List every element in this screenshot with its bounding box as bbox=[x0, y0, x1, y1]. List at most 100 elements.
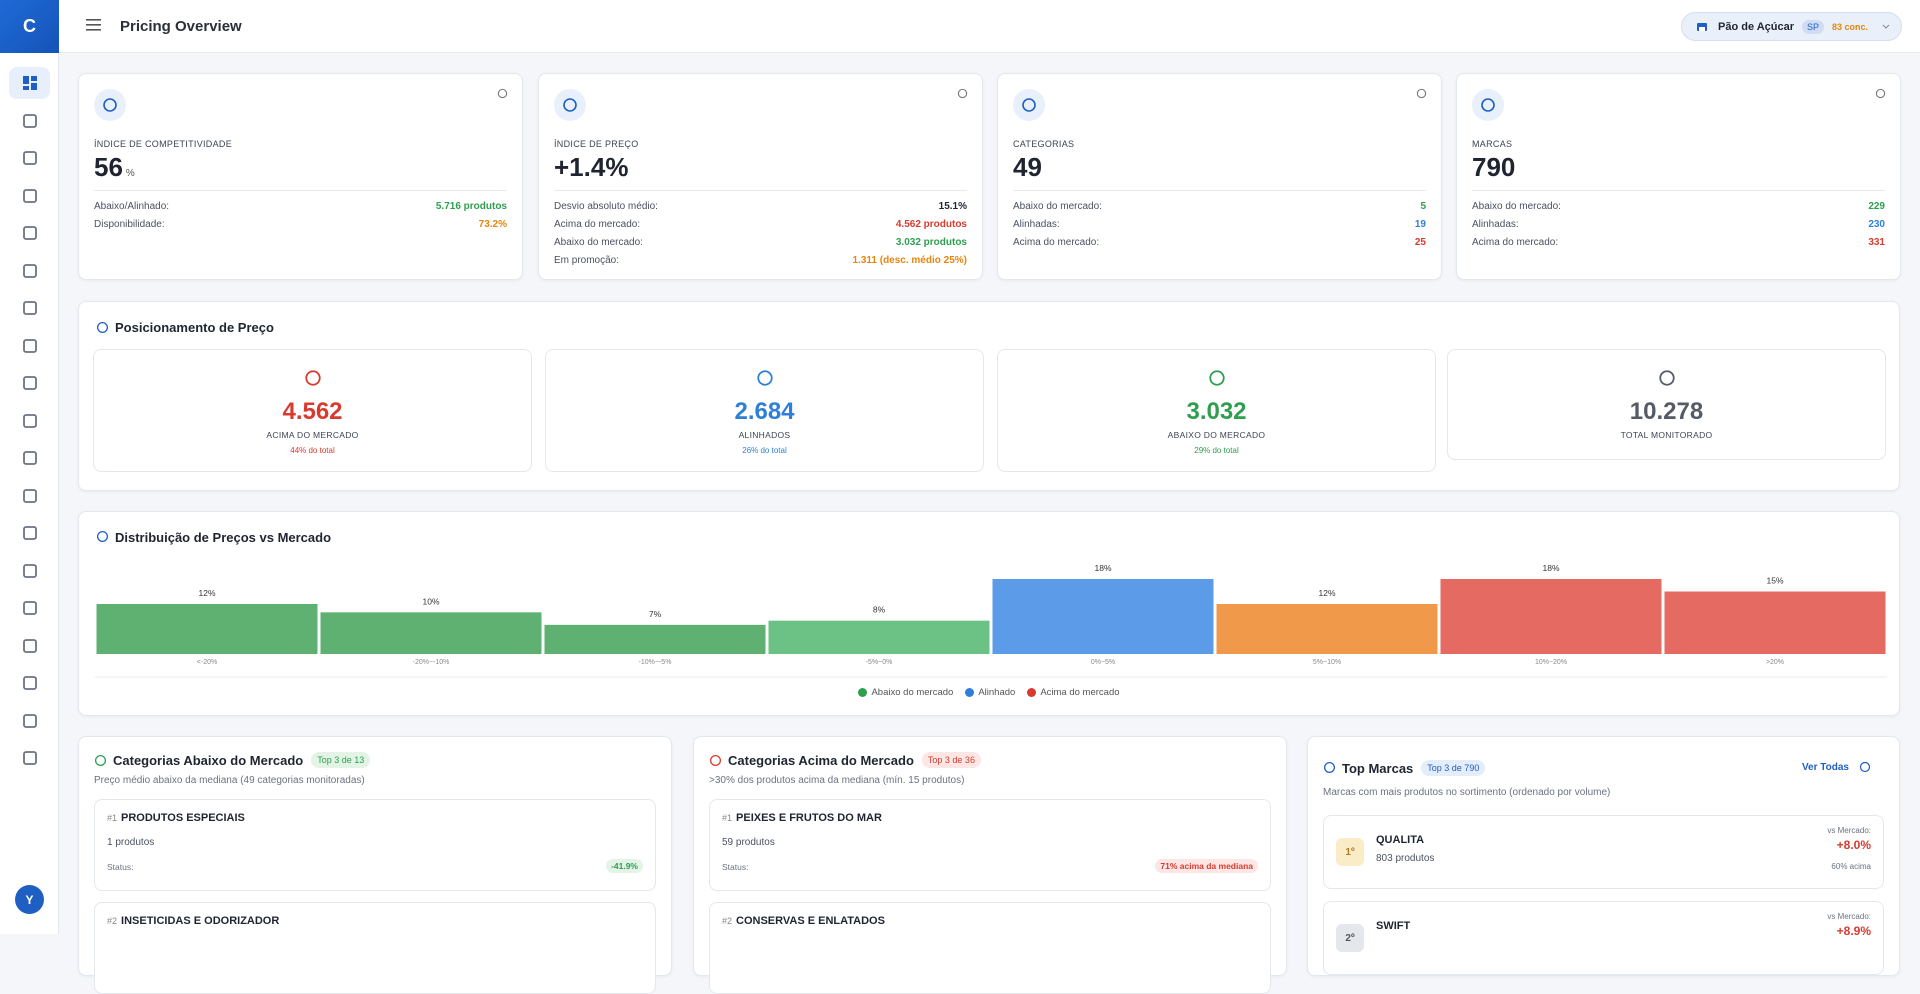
brand-name: SWIFT bbox=[1376, 920, 1411, 932]
nav-icon[interactable] bbox=[22, 188, 38, 204]
item-name: INSETICIDAS E ODORIZADOR bbox=[121, 915, 280, 927]
brand-rank: 2º bbox=[1336, 924, 1364, 952]
icon-shape bbox=[23, 301, 37, 315]
chart-section: Distribuição de Preços vs Mercado 12% <-20… bbox=[78, 511, 1900, 716]
row-label: Acima do mercado: bbox=[1013, 236, 1100, 248]
icon-shape bbox=[305, 370, 321, 386]
icon bbox=[757, 370, 773, 386]
row-label: Acima do mercado: bbox=[1472, 236, 1559, 248]
kpi-value: 56 bbox=[94, 152, 123, 182]
nav-icon[interactable] bbox=[22, 525, 38, 541]
list-item: #2 INSETICIDAS E ODORIZADOR bbox=[94, 902, 656, 994]
nav-icon[interactable] bbox=[22, 713, 38, 729]
position-value: 3.032 bbox=[1186, 398, 1247, 425]
icon bbox=[1022, 98, 1036, 112]
item-name: PEIXES E FRUTOS DO MAR bbox=[736, 812, 882, 824]
position-note: 44% do total bbox=[290, 446, 335, 455]
vs-label: vs Mercado: bbox=[1827, 912, 1871, 921]
logo[interactable]: C bbox=[0, 0, 59, 53]
position-box: 4.562 ACIMA DO MERCADO 44% do total bbox=[93, 349, 532, 472]
nav-icon[interactable] bbox=[22, 488, 38, 504]
bar-label: 18% bbox=[1542, 563, 1559, 573]
row-value: 229 bbox=[1868, 200, 1885, 212]
sidebar bbox=[0, 0, 59, 934]
icon-shape bbox=[23, 451, 37, 465]
row-value: 331 bbox=[1868, 236, 1885, 248]
user-avatar[interactable]: Y bbox=[15, 885, 44, 914]
bar bbox=[992, 579, 1214, 654]
nav-icon[interactable] bbox=[22, 750, 38, 766]
item-head: #1 PRODUTOS ESPECIAIS bbox=[107, 812, 245, 824]
icon-shape bbox=[1659, 370, 1675, 386]
nav-icon[interactable] bbox=[22, 375, 38, 391]
icon-shape bbox=[757, 370, 773, 386]
row-value: 1.311 (desc. médio 25%) bbox=[852, 254, 967, 266]
kpi-row: Abaixo do mercado: 3.032 produtos bbox=[554, 233, 967, 251]
legend-item: Abaixo do mercado bbox=[858, 687, 953, 698]
kpi-value: +1.4% bbox=[554, 152, 629, 182]
position-label: TOTAL MONITORADO bbox=[1620, 430, 1713, 440]
brand-count: 803 produtos bbox=[1376, 853, 1435, 864]
icon-shape bbox=[23, 488, 37, 503]
row-label: Desvio absoluto médio: bbox=[554, 200, 658, 212]
store-name: Pão de Açúcar bbox=[1718, 20, 1795, 33]
icon-shape bbox=[23, 413, 37, 428]
nav-icon[interactable] bbox=[22, 300, 38, 316]
position-value: 10.278 bbox=[1629, 398, 1704, 425]
icon-shape bbox=[1481, 98, 1495, 112]
nav-icon[interactable] bbox=[22, 413, 38, 429]
kpi-card: MARCAS 790 Abaixo do mercado: 229 Alinhadas:… bbox=[1456, 73, 1901, 280]
row-value: 230 bbox=[1868, 218, 1885, 230]
kpi-icon bbox=[1013, 89, 1045, 121]
nav-icon[interactable] bbox=[22, 263, 38, 279]
view-all-link[interactable]: Ver Todas bbox=[1801, 762, 1849, 773]
row-label: Disponibilidade: bbox=[94, 218, 165, 230]
row-value: 5 bbox=[1420, 200, 1426, 212]
icon-shape bbox=[497, 88, 508, 99]
icon-shape bbox=[23, 86, 29, 90]
brand-name: QUALITA bbox=[1376, 834, 1425, 846]
list-badge: Top 3 de 13 bbox=[311, 752, 371, 768]
icon bbox=[1416, 88, 1427, 99]
position-value: 4.562 bbox=[282, 398, 343, 425]
icon-shape bbox=[103, 98, 117, 112]
icon-shape bbox=[23, 601, 37, 615]
kpi-icon bbox=[554, 89, 586, 121]
kpi-value-wrap: 790 bbox=[1472, 152, 1885, 182]
nav-icon[interactable] bbox=[22, 75, 38, 91]
row-label: Acima do mercado: bbox=[554, 218, 641, 230]
icon-shape bbox=[23, 338, 37, 353]
bar bbox=[96, 604, 318, 654]
chart-title: Distribuição de Preços vs Mercado bbox=[115, 530, 332, 545]
nav-icon[interactable] bbox=[22, 563, 38, 579]
brand-item: 1º QUALITA 803 produtos vs Mercado: +8.0% 60%… bbox=[1323, 815, 1884, 889]
page-title: Pricing Overview bbox=[120, 18, 242, 35]
row-label: Em promoção: bbox=[554, 254, 620, 266]
list-item: #2 CONSERVAS E ENLATADOS bbox=[709, 902, 1271, 994]
vs-value: +8.9% bbox=[1836, 924, 1871, 938]
x-tick-label: -20%~-10% bbox=[413, 659, 450, 666]
x-tick-label: <-20% bbox=[197, 659, 217, 666]
menu-button[interactable] bbox=[86, 18, 102, 32]
nav-icon[interactable] bbox=[22, 638, 38, 654]
bar-label: 7% bbox=[649, 609, 662, 619]
brand-rank: 1º bbox=[1336, 838, 1364, 866]
nav-icon[interactable] bbox=[22, 450, 38, 466]
item-head: #1 PEIXES E FRUTOS DO MAR bbox=[722, 812, 882, 824]
nav-icon[interactable] bbox=[22, 600, 38, 616]
kpi-label: ÍNDICE DE PREÇO bbox=[554, 139, 639, 149]
item-name: CONSERVAS E ENLATADOS bbox=[736, 915, 885, 927]
nav-icon[interactable] bbox=[22, 675, 38, 691]
x-tick-label: 10%~20% bbox=[1535, 659, 1567, 666]
list-item: #1 PRODUTOS ESPECIAIS 1 produtos Status: -41… bbox=[94, 799, 656, 891]
kpi-value-wrap: +1.4% bbox=[554, 152, 967, 182]
icon-shape bbox=[96, 530, 109, 543]
competitor-count: 83 conc. bbox=[1832, 21, 1869, 32]
nav-icon[interactable] bbox=[22, 113, 38, 129]
legend-label: Acima do mercado bbox=[1040, 687, 1120, 698]
store-selector[interactable]: Pão de Açúcar SP 83 conc. bbox=[1681, 12, 1902, 41]
brands-title: Top Marcas bbox=[1342, 760, 1414, 776]
nav-icon[interactable] bbox=[22, 338, 38, 354]
nav-icon[interactable] bbox=[22, 150, 38, 166]
nav-icon[interactable] bbox=[22, 225, 38, 241]
